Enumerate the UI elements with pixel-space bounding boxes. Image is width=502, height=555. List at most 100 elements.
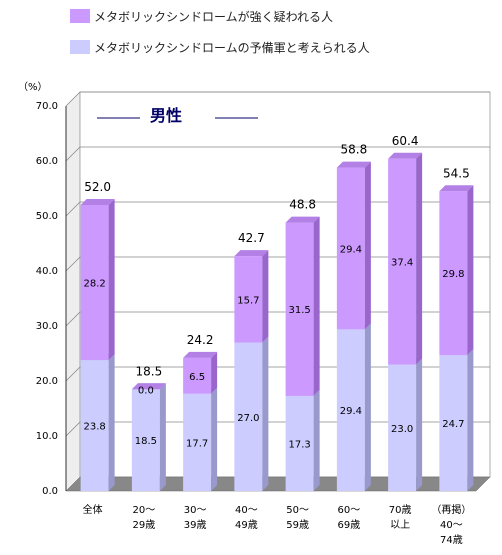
bar-segment <box>439 185 474 356</box>
segment-value-label: 17.7 <box>186 438 208 449</box>
bar-side <box>313 389 320 491</box>
bar-side <box>108 199 115 361</box>
x-category-label: 20～ <box>133 505 156 516</box>
bar-side <box>108 354 115 491</box>
segment-value-label: 28.2 <box>83 279 105 290</box>
bar-face <box>80 360 109 491</box>
y-axis-unit-label: （%） <box>18 81 48 93</box>
bar-top <box>131 383 166 390</box>
bar-side <box>364 161 371 330</box>
bar-side <box>416 152 423 365</box>
bar-face <box>80 205 109 361</box>
bar-top <box>285 216 320 223</box>
bar-face <box>285 395 314 491</box>
bar-face <box>439 191 468 356</box>
legend-swatch-lavender <box>70 40 90 54</box>
segment-value-label: 29.4 <box>340 244 362 255</box>
bar-total-label: 24.2 <box>187 333 214 347</box>
bar-face <box>183 393 212 491</box>
bar-total-label: 42.7 <box>238 231 265 245</box>
bar-segment <box>131 383 166 390</box>
x-category-label: 49歳 <box>235 519 258 531</box>
bar-face <box>285 222 314 396</box>
segment-value-label: 15.7 <box>237 295 259 306</box>
bar-total-label: 54.5 <box>443 166 470 180</box>
segment-value-label: 29.8 <box>442 269 464 280</box>
x-category-label: 74歳 <box>440 534 463 546</box>
segment-value-label: 37.4 <box>391 258 413 269</box>
segment-value-label: 27.0 <box>237 413 259 424</box>
bar-side <box>364 323 371 491</box>
x-category-label: 全体 <box>83 503 103 516</box>
bar-side <box>211 387 218 491</box>
bar-face <box>131 389 160 491</box>
segment-value-label: 24.7 <box>442 419 464 430</box>
segment-value-label: 23.8 <box>83 422 105 433</box>
gridline-side <box>65 311 81 327</box>
segment-value-label: 29.4 <box>340 406 362 417</box>
legend-label: メタボリックシンドロームの予備軍と考えられる人 <box>94 41 370 55</box>
y-tick-label: 70.0 <box>36 101 58 112</box>
bar-face <box>336 329 365 491</box>
segment-value-label: 17.3 <box>288 439 310 450</box>
y-tick-label: 50.0 <box>36 211 58 222</box>
segment-value-label: 23.0 <box>391 424 413 435</box>
bar-face <box>336 167 365 330</box>
bar-segment <box>336 161 371 330</box>
legend-item-strongly-suspected: メタボリックシンドロームが強く疑われる人 <box>70 8 333 25</box>
y-tick-label: 20.0 <box>36 376 58 387</box>
bar-segment <box>285 216 320 396</box>
bar-side <box>262 250 269 343</box>
bar-top <box>439 185 474 192</box>
bar-top <box>234 250 269 257</box>
bar-face <box>234 256 263 343</box>
bar-side <box>416 358 423 491</box>
y-tick-label: 30.0 <box>36 321 58 332</box>
segment-value-label: 6.5 <box>189 372 205 383</box>
segment-value-label: 18.5 <box>135 436 157 447</box>
bar-side <box>211 351 218 394</box>
legend-item-reserve-group: メタボリックシンドロームの予備軍と考えられる人 <box>70 39 370 56</box>
gridline-side <box>65 146 81 162</box>
bar-segment <box>336 323 371 491</box>
bar-segment <box>183 387 218 491</box>
bar-total-label: 52.0 <box>84 180 111 194</box>
bar-segment <box>80 354 115 491</box>
x-category-label: 69歳 <box>338 519 361 531</box>
x-category-label: 29歳 <box>133 519 156 531</box>
x-category-label: 40～ <box>235 505 258 516</box>
x-category-label: 70歳 <box>389 504 412 516</box>
gridline-side <box>65 366 81 382</box>
bar-total-label: 18.5 <box>136 364 163 378</box>
x-category-label: 50～ <box>286 505 309 516</box>
x-category-label: 39歳 <box>184 519 207 531</box>
bar-total-label: 58.8 <box>341 143 368 157</box>
bar-top <box>80 199 115 205</box>
side-wall <box>65 91 81 492</box>
segment-value-label: 0.0 <box>138 385 154 396</box>
x-category-label: 30～ <box>184 505 207 516</box>
bar-side <box>467 349 474 491</box>
bar-face <box>439 355 468 491</box>
bar-segment <box>183 351 218 394</box>
bar-segment <box>439 349 474 491</box>
bar-segment <box>80 199 115 361</box>
bar-side <box>262 336 269 491</box>
bar-segment <box>234 336 269 491</box>
chart-title: 男性 <box>150 106 182 125</box>
bar-side <box>313 216 320 396</box>
y-tick-label: 10.0 <box>36 431 58 442</box>
chart-floor <box>65 476 491 492</box>
x-category-label: 60～ <box>338 505 361 516</box>
bar-total-label: 48.8 <box>289 198 316 212</box>
x-category-label: 59歳 <box>286 519 309 531</box>
legend-swatch-purple <box>70 9 90 23</box>
gridline-side <box>65 256 81 272</box>
bar-top <box>336 161 371 168</box>
x-category-label: 以上 <box>390 519 410 531</box>
bar-face <box>388 158 417 365</box>
y-tick-label: 60.0 <box>36 156 58 167</box>
bar-face <box>234 342 263 491</box>
bar-side <box>467 185 474 356</box>
